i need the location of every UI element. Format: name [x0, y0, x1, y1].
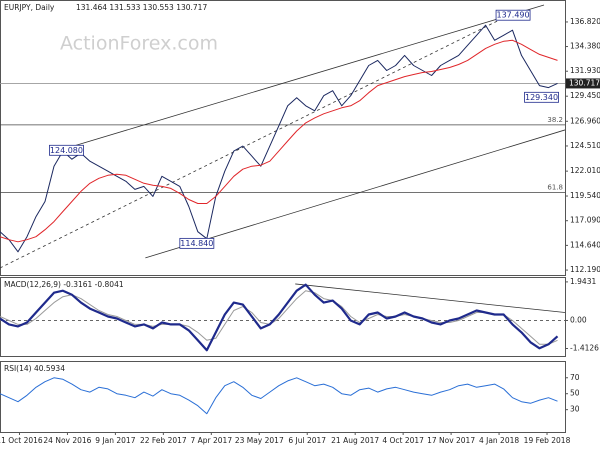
y-tick-label: 70	[570, 373, 580, 382]
y-tick-label: 126.960	[570, 116, 600, 125]
y-tick-label: 119.540	[570, 191, 600, 200]
x-tick-label: 22 Feb 2017	[140, 436, 187, 445]
x-tick-label: 4 Jan 2018	[479, 436, 519, 445]
last-price-tag	[566, 78, 600, 89]
series-line	[0, 24, 558, 253]
y-tick-label: 114.640	[570, 240, 600, 249]
x-tick-label: 11 Oct 2016	[0, 436, 43, 445]
y-tick-label: 131.930	[570, 66, 600, 75]
y-tick-label: 124.510	[570, 141, 600, 150]
y-tick-label: 0.00	[570, 315, 587, 324]
series-line	[0, 290, 558, 345]
annotation-label: 129.340	[525, 93, 558, 102]
x-tick-label: 21 Aug 2017	[331, 436, 379, 445]
y-tick-label: 136.820	[570, 17, 600, 26]
y-tick-label: 30	[570, 405, 580, 414]
x-tick-label: 4 Oct 2017	[382, 436, 424, 445]
y-tick-label: -1.4126	[570, 344, 599, 353]
y-tick-label: 117.090	[570, 216, 600, 225]
panel-title: RSI(14) 40.5934	[4, 364, 65, 373]
x-tick-label: 6 Jul 2017	[288, 436, 326, 445]
x-tick-label: 9 Jan 2017	[95, 436, 135, 445]
annotation-label: 114.840	[180, 239, 213, 248]
fib-label: 38.2	[547, 116, 563, 124]
trendline	[295, 283, 566, 313]
panel-frame	[0, 361, 566, 433]
series-line	[0, 283, 559, 352]
panel-frame	[0, 0, 566, 276]
y-tick-label: 122.010	[570, 166, 600, 175]
x-tick-label: 7 Apr 2017	[191, 436, 233, 445]
panel-title: MACD(12,26,9) -0.3161 -0.8041	[4, 280, 124, 289]
x-tick-label: 24 Nov 2016	[43, 436, 91, 445]
series-line	[0, 39, 558, 243]
annotation-box	[495, 9, 531, 21]
fib-label: 61.8	[547, 183, 563, 191]
panel-title: EURJPY, Daily	[4, 3, 55, 12]
annotation-box	[49, 144, 84, 156]
x-tick-label: 19 Feb 2018	[524, 436, 571, 445]
y-tick-label: 50	[570, 389, 580, 398]
x-tick-label: 23 May 2017	[235, 436, 284, 445]
y-tick-label: 1.9431	[570, 277, 596, 286]
panel-frame	[0, 277, 566, 357]
annotation-box	[179, 237, 215, 249]
quote: 131.464 131.533 130.553 130.717	[76, 3, 207, 12]
trendline	[0, 19, 500, 269]
watermark: ActionForex.com	[60, 33, 218, 55]
series-line	[0, 377, 558, 415]
annotation-box	[524, 91, 559, 103]
trendline	[145, 129, 566, 259]
trendline	[59, 4, 545, 151]
last-price-label: 130.717	[569, 78, 600, 87]
y-tick-label: 129.450	[570, 91, 600, 100]
annotation-label: 124.080	[50, 146, 83, 155]
y-tick-label: 134.380	[570, 42, 600, 51]
x-tick-label: 17 Nov 2017	[427, 436, 475, 445]
y-tick-label: 112.190	[570, 265, 600, 274]
annotation-label: 137.490	[497, 11, 530, 20]
